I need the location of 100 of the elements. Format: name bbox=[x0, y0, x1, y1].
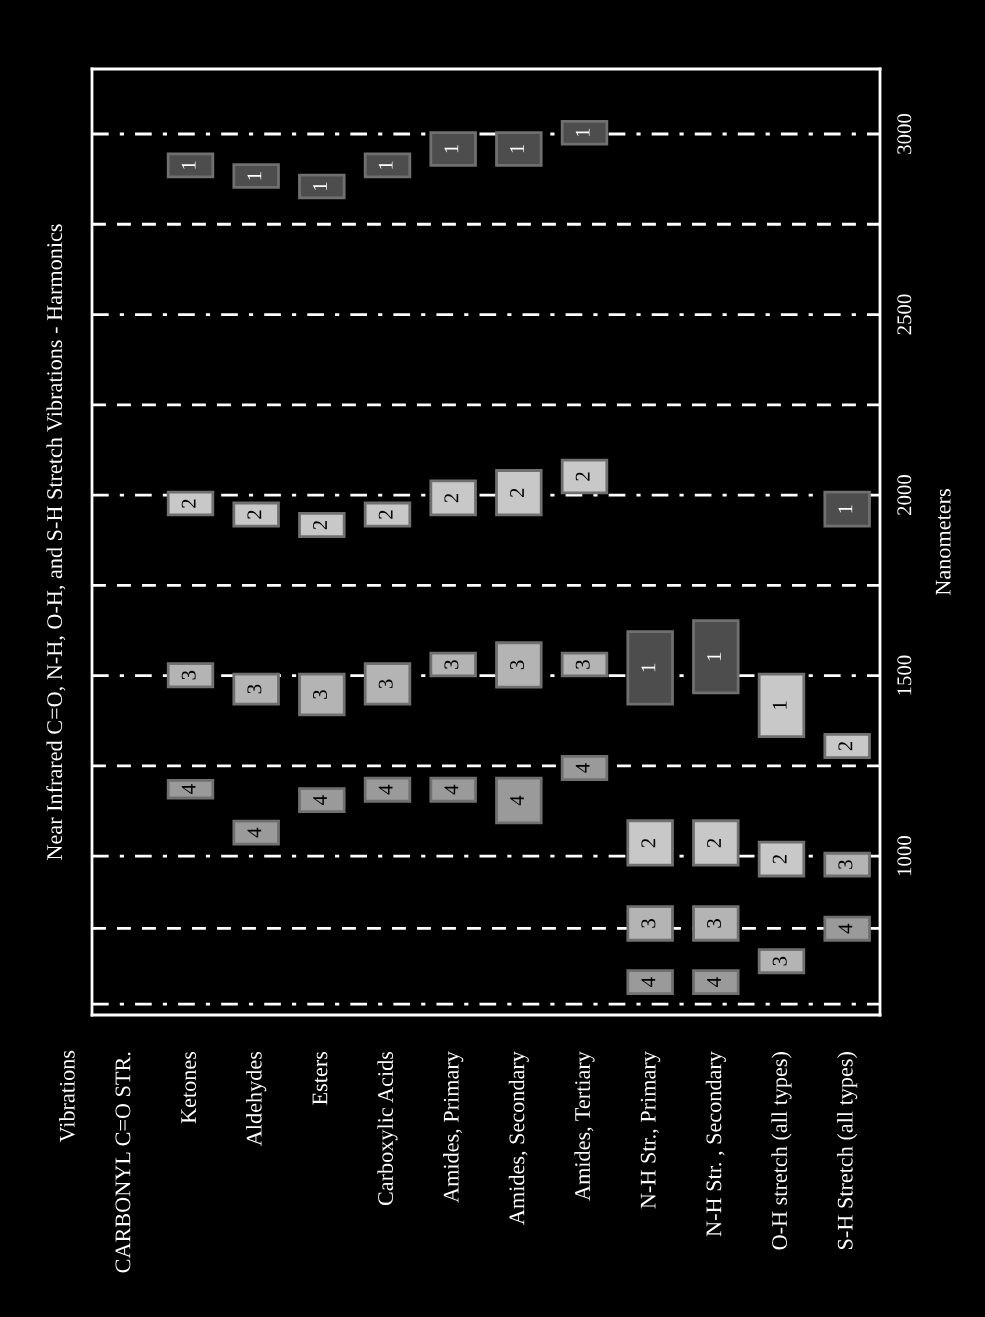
text: 3 bbox=[707, 919, 722, 928]
bar bbox=[232, 163, 280, 189]
text: 1 bbox=[707, 652, 721, 661]
bar bbox=[363, 152, 412, 179]
text: 4 bbox=[575, 763, 590, 773]
text: 3 bbox=[378, 679, 393, 689]
x-tick-label: N-H Str., Primary bbox=[640, 1051, 661, 1209]
text: 4 bbox=[838, 923, 853, 934]
bar bbox=[429, 776, 477, 803]
y-axis-title: Nanometers bbox=[935, 489, 951, 596]
text: 2 bbox=[575, 472, 590, 481]
x-tick-label: Ketones bbox=[181, 1051, 197, 1124]
x-tick-label: Aldehydes bbox=[246, 1051, 267, 1146]
text: 3 bbox=[510, 660, 525, 670]
text: 1 bbox=[181, 161, 196, 169]
bar bbox=[823, 733, 871, 759]
text: 3 bbox=[838, 860, 853, 869]
text: 2 bbox=[707, 838, 721, 848]
text: 2 bbox=[313, 520, 327, 530]
bar bbox=[560, 119, 609, 146]
bar bbox=[166, 662, 215, 689]
series-label: 2 bbox=[181, 499, 196, 508]
y-tick-label: 1500 bbox=[897, 655, 912, 695]
x-tick-label: Esters bbox=[312, 1051, 328, 1105]
text: 1 bbox=[510, 145, 524, 153]
bar bbox=[363, 501, 412, 528]
bar bbox=[560, 458, 609, 495]
bar bbox=[560, 755, 609, 781]
text: 2 bbox=[838, 741, 853, 751]
bar bbox=[626, 630, 674, 706]
text: 2 bbox=[378, 510, 393, 519]
text: Near Infrared C=O, N-H, O-H, and S-H Stretch Vibrations - Harmonics bbox=[46, 224, 66, 860]
y-tick-label: 2000 bbox=[897, 475, 912, 515]
series-label: 1 bbox=[247, 172, 262, 180]
x-tick-label: Amides, Secondary bbox=[508, 1051, 529, 1225]
text: 4 bbox=[378, 784, 393, 795]
bar bbox=[298, 512, 346, 538]
x-tick-label: CARBONYL C=O STR. bbox=[115, 1052, 131, 1273]
bar bbox=[298, 787, 346, 814]
series-label: 3 bbox=[444, 660, 459, 669]
bar bbox=[692, 905, 740, 942]
text: 1 bbox=[838, 505, 853, 513]
text: 4 bbox=[641, 977, 656, 987]
bar bbox=[495, 131, 543, 167]
bar bbox=[166, 778, 215, 800]
bar bbox=[823, 851, 871, 878]
text: 1 bbox=[575, 128, 590, 137]
text: 4 bbox=[444, 784, 459, 795]
bar bbox=[232, 501, 280, 528]
bar bbox=[757, 948, 806, 975]
text: 1 bbox=[641, 663, 656, 672]
bar bbox=[757, 840, 806, 878]
bar bbox=[495, 469, 543, 517]
bar bbox=[363, 662, 412, 706]
bar bbox=[692, 819, 740, 867]
bar bbox=[363, 776, 412, 803]
text: 2 bbox=[510, 488, 524, 498]
text: 3 bbox=[313, 690, 328, 699]
bar bbox=[232, 672, 280, 706]
text: 2 bbox=[444, 493, 459, 503]
text: 1 bbox=[313, 182, 327, 190]
text: 3 bbox=[247, 684, 262, 694]
text: 4 bbox=[247, 827, 262, 838]
text: 4 bbox=[510, 795, 524, 806]
text: 2 bbox=[641, 838, 656, 848]
x-tick-label: Amides, Tertiary bbox=[574, 1051, 595, 1201]
bar bbox=[495, 641, 543, 689]
bar bbox=[560, 651, 609, 678]
bar bbox=[495, 776, 543, 825]
bar bbox=[823, 490, 871, 528]
text: Vibrations bbox=[59, 1050, 75, 1143]
bar bbox=[298, 173, 346, 200]
bar bbox=[232, 819, 280, 846]
bar bbox=[626, 819, 674, 867]
bar bbox=[429, 479, 477, 517]
bar bbox=[823, 915, 871, 942]
bar bbox=[166, 490, 215, 517]
x-tick-label: Amides, Primary bbox=[443, 1051, 464, 1203]
bar bbox=[692, 619, 740, 695]
x-tick-label: S-H Stretch (all types) bbox=[837, 1052, 858, 1249]
text: 2 bbox=[247, 510, 262, 519]
text: 2 bbox=[772, 854, 787, 864]
bar bbox=[298, 672, 346, 717]
x-tick-label: N-H Str. , Secondary bbox=[705, 1051, 726, 1237]
y-tick-label: 1000 bbox=[897, 836, 912, 876]
text: 1 bbox=[772, 701, 787, 709]
bar bbox=[626, 969, 674, 996]
bar bbox=[429, 651, 477, 678]
bar bbox=[692, 969, 740, 996]
text: 3 bbox=[772, 956, 787, 966]
series-label: 4 bbox=[181, 784, 196, 794]
y-tick-label: 2500 bbox=[897, 294, 912, 335]
bar bbox=[429, 131, 477, 167]
text: 1 bbox=[444, 145, 459, 153]
text: 3 bbox=[641, 919, 656, 928]
text: 3 bbox=[575, 660, 590, 669]
bar bbox=[166, 152, 215, 179]
x-tick-label: O-H stretch (all types) bbox=[771, 1052, 792, 1250]
text: 1 bbox=[378, 161, 393, 169]
y-tick-label: 3000 bbox=[897, 113, 912, 154]
